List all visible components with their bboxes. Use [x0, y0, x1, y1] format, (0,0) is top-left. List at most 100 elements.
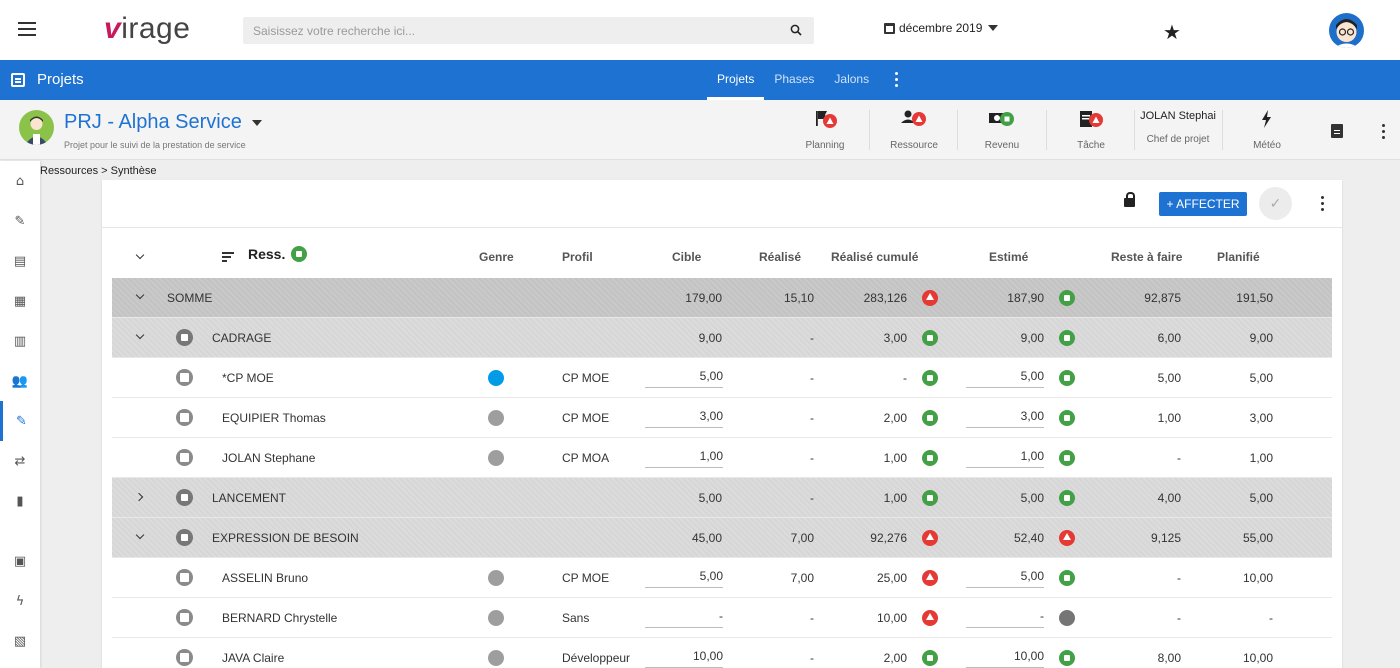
group-row[interactable]: LANCEMENT 5,00 5,00 - 1,00 4,00 5,00: [112, 478, 1332, 518]
edit-icon[interactable]: ✎: [0, 201, 40, 241]
menu-icon[interactable]: [18, 22, 36, 36]
project-name: PRJ - Alpha Service: [64, 111, 242, 133]
project-description: Projet pour le suivi de la prestation de…: [64, 140, 246, 150]
realise-value: 15,10: [783, 291, 814, 305]
column-cible[interactable]: Cible: [672, 250, 702, 264]
validate-button[interactable]: ✓: [1259, 187, 1292, 220]
logo[interactable]: virage: [104, 12, 191, 45]
calendar-icon[interactable]: ▦: [0, 281, 40, 321]
reste-value: 92,875: [1144, 291, 1181, 305]
people-icon[interactable]: 👥: [0, 361, 40, 401]
table-row[interactable]: *CP MOE CP MOE 5,00 5,00 - - 5,00 5,00: [112, 358, 1332, 398]
home-icon[interactable]: ⌂: [0, 161, 40, 201]
tab-jalons[interactable]: Jalons: [834, 72, 870, 86]
group-row[interactable]: EXPRESSION DE BESOIN 45,00 52,40 7,00 92,276…: [112, 518, 1332, 558]
pencil-icon[interactable]: ✎: [0, 401, 40, 441]
bar-chart-icon[interactable]: ▮: [0, 481, 40, 521]
estime-input[interactable]: -: [966, 606, 1044, 628]
realise-cumule-value: 283,126: [863, 291, 907, 305]
status-green-icon: [922, 330, 938, 346]
planifie-value: 191,50: [1236, 291, 1273, 305]
more-vert-icon[interactable]: [890, 72, 902, 88]
lock-icon[interactable]: [1124, 192, 1135, 207]
more-vert-icon[interactable]: [1316, 196, 1328, 212]
tab-projets[interactable]: Projets: [707, 60, 765, 100]
project-header: PRJ - Alpha Service Projet pour le suivi…: [0, 100, 1400, 160]
app-bar: Projets Projets Phases Jalons: [0, 60, 1400, 100]
estime-input[interactable]: 1,00: [966, 446, 1044, 468]
column-realise[interactable]: Réalisé: [759, 250, 802, 264]
money-icon[interactable]: ▣: [0, 541, 40, 581]
kpi-chef-de-projet[interactable]: JOLAN Stephai Chef de projet: [1137, 106, 1219, 154]
column-ress[interactable]: Ress.: [248, 246, 308, 262]
expand-toggle[interactable]: [134, 290, 148, 304]
project-selector[interactable]: PRJ - Alpha Service: [64, 111, 262, 134]
cible-input[interactable]: 5,00: [645, 566, 723, 588]
column-realise-cumule[interactable]: Réalisé cumulé: [831, 250, 919, 264]
table-row[interactable]: JOLAN Stephane CP MOA 1,00 1,00 - 1,00 - 1,00: [112, 438, 1332, 478]
affecter-button[interactable]: + AFFECTER: [1159, 192, 1247, 216]
user-avatar[interactable]: [1329, 13, 1364, 48]
planifie-value: 10,00: [1242, 651, 1273, 665]
column-planifie[interactable]: Planifié: [1217, 250, 1260, 264]
kpi-tache[interactable]: Tâche: [1047, 106, 1135, 154]
estime-input[interactable]: 5,00: [966, 366, 1044, 388]
table-row[interactable]: EQUIPIER Thomas CP MOE 3,00 3,00 - 2,00 1,00 3,…: [112, 398, 1332, 438]
expand-toggle[interactable]: [134, 330, 148, 344]
tab-phases[interactable]: Phases: [774, 72, 815, 86]
estime-input[interactable]: 10,00: [966, 646, 1044, 668]
more-vert-icon[interactable]: [1377, 124, 1389, 140]
reste-value: 5,00: [1157, 371, 1181, 385]
building-icon-glyph: ▥: [13, 333, 27, 349]
kpi-ressource[interactable]: Ressource: [870, 106, 958, 154]
profil-value: Développeur: [562, 651, 631, 665]
table-row[interactable]: ASSELIN Bruno CP MOE 5,00 5,00 7,00 25,00 - 10,…: [112, 558, 1332, 598]
cible-input[interactable]: 3,00: [645, 406, 723, 428]
avatar-illustration: [1334, 19, 1359, 48]
cible-input[interactable]: -: [645, 606, 723, 628]
row-label: BERNARD Chrystelle: [222, 611, 338, 625]
row-label: SOMME: [167, 291, 213, 305]
month-selector[interactable]: décembre 2019: [884, 21, 999, 35]
cible-input[interactable]: 5,00: [645, 366, 723, 388]
search-icon[interactable]: [790, 24, 802, 36]
status-green-icon: [1059, 330, 1075, 346]
estime-input[interactable]: 5,00: [966, 566, 1044, 588]
group-row[interactable]: CADRAGE 9,00 9,00 - 3,00 6,00 9,00: [112, 318, 1332, 358]
star-icon[interactable]: ★: [1163, 22, 1181, 44]
column-estime[interactable]: Estimé: [989, 250, 1029, 264]
flag-icon: [781, 108, 869, 130]
column-genre[interactable]: Genre: [479, 250, 514, 264]
planifie-value: 10,00: [1242, 571, 1273, 585]
bar-chart-icon-glyph: ▮: [16, 493, 24, 509]
estime-input[interactable]: 3,00: [966, 406, 1044, 428]
table-row[interactable]: BERNARD Chrystelle Sans - - - 10,00 - -: [112, 598, 1332, 638]
search-input[interactable]: [243, 17, 763, 44]
kpi-meteo[interactable]: Météo: [1223, 106, 1311, 154]
sidebar: ⌂ ✎ ▤ ▦ ▥ 👥 ✎ ⇄ ▮ ▣ ϟ ▧: [0, 161, 40, 668]
kpi-planning[interactable]: Planning: [781, 106, 869, 154]
clipboard-icon: [1047, 108, 1135, 130]
cible-input[interactable]: 10,00: [645, 646, 723, 668]
list-icon[interactable]: ▤: [0, 241, 40, 281]
sort-icon[interactable]: [222, 252, 234, 262]
kpi-revenu[interactable]: Revenu: [958, 106, 1046, 154]
building-icon[interactable]: ▥: [0, 321, 40, 361]
genre-indicator: [488, 610, 504, 626]
expand-toggle[interactable]: [134, 530, 148, 544]
status-red-icon: [922, 530, 938, 546]
estime-value: 9,00: [1020, 331, 1044, 345]
lightning-icon[interactable]: ϟ: [0, 581, 40, 621]
kpi-label: Revenu: [984, 140, 1020, 151]
table-row[interactable]: JAVA Claire Développeur 10,00 10,00 - 2,00 8,0…: [112, 638, 1332, 668]
clipboard-icon[interactable]: ▧: [0, 621, 40, 661]
column-reste[interactable]: Reste à faire: [1111, 250, 1183, 264]
expand-toggle[interactable]: [134, 490, 148, 504]
shuffle-icon[interactable]: ⇄: [0, 441, 40, 481]
column-profil[interactable]: Profil: [562, 250, 593, 264]
collapse-all-toggle[interactable]: [134, 250, 148, 264]
cible-value: 179,00: [685, 291, 722, 305]
group-row[interactable]: SOMME 179,00 187,90 15,10 283,126 92,875 191,5…: [112, 278, 1332, 318]
cible-input[interactable]: 1,00: [645, 446, 723, 468]
document-icon[interactable]: [1331, 124, 1343, 138]
